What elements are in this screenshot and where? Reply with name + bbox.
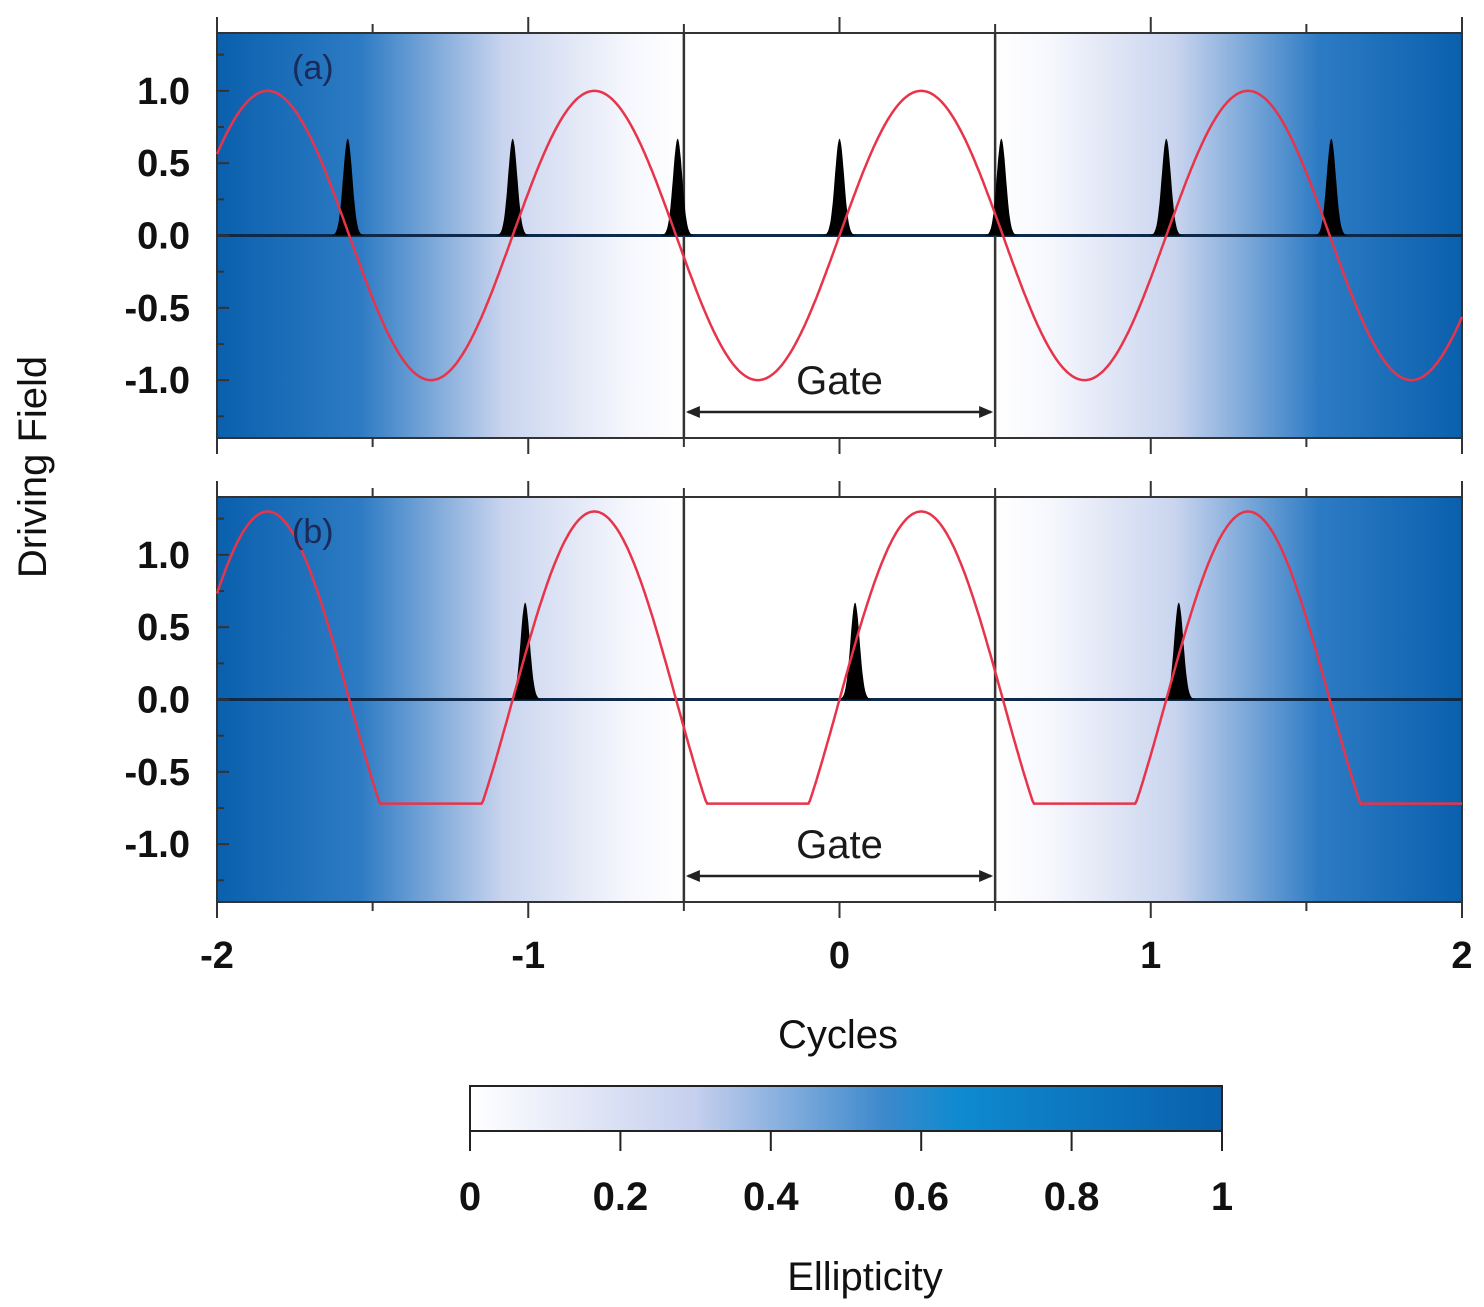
panel-b-gate-label: Gate: [796, 823, 883, 867]
panel-b-y-tick-label: -0.5: [125, 752, 190, 794]
colorbar-tick-label: 0.4: [743, 1175, 799, 1219]
panel-a-y-tick-label: 0.5: [137, 143, 190, 185]
panel-b-y-tick-label: 0.5: [137, 607, 190, 649]
panel-a-pulse: [981, 138, 1022, 236]
colorbar-bar: [469, 1085, 1223, 1132]
panel-a-label: (a): [292, 49, 334, 87]
panel-a-pulse: [819, 138, 860, 236]
x-tick-label: 1: [1140, 935, 1161, 977]
panel-b-y-tick-label: -1.0: [125, 824, 190, 866]
panel-b: Gate (b): [215, 481, 1463, 918]
panel-a-gate-label: Gate: [796, 359, 883, 403]
panel-b-label: (b): [292, 513, 334, 551]
panel-a-pulse: [492, 138, 533, 236]
colorbar-tick-label: 1: [1211, 1175, 1233, 1219]
colorbar-tick-label: 0.8: [1044, 1175, 1100, 1219]
panel-a-y-tick-label: 1.0: [137, 71, 190, 113]
colorbar-tick-label: 0.6: [893, 1175, 949, 1219]
panel-a-pulse: [1311, 138, 1352, 236]
panel-b-gate-arrowhead-right: [979, 869, 994, 882]
panel-a-y-tick-label: 0.0: [137, 216, 190, 258]
colorbar-tick-label: 0.2: [593, 1175, 649, 1219]
y-axis-title: Driving Field: [11, 356, 55, 578]
colorbar-tick-label: 0: [459, 1175, 481, 1219]
panel-b-y-tick-label: 0.0: [137, 680, 190, 722]
x-tick-label: 2: [1451, 935, 1472, 977]
panel-b-gate-arrowhead-left: [685, 869, 700, 882]
panel-b-field-curve: [215, 510, 1462, 805]
panel-b-y-tick-label: 1.0: [137, 535, 190, 577]
x-tick-label: 0: [829, 935, 850, 977]
panel-a: Gate (a): [215, 17, 1464, 454]
panel-a-field-curve: [215, 89, 1464, 382]
y-tick-labels: 1.0 0.5 0.0 -0.5 -1.0 1.0 0.5 0.0 -0.5 -1.0: [125, 71, 190, 866]
panel-a-y-tick-label: -0.5: [125, 288, 190, 330]
panel-b-pulse: [835, 602, 875, 700]
x-tick-labels: -2 -1 0 1 2: [200, 935, 1472, 977]
panel-a-pulse: [1146, 138, 1187, 236]
x-tick-label: -2: [200, 935, 234, 977]
x-tick-label: -1: [511, 935, 545, 977]
colorbar-title: Ellipticity: [787, 1255, 943, 1299]
panel-a-y-tick-label: -1.0: [125, 360, 190, 402]
colorbar: 0 0.2 0.4 0.6 0.8 1 Ellipticity: [459, 1085, 1233, 1299]
panel-a-gate-arrowhead-right: [979, 405, 994, 418]
panel-a-pulse: [657, 138, 698, 236]
x-axis-title: Cycles: [778, 1013, 898, 1057]
panel-a-pulse: [327, 138, 368, 236]
panel-a-gate-arrowhead-left: [685, 405, 700, 418]
